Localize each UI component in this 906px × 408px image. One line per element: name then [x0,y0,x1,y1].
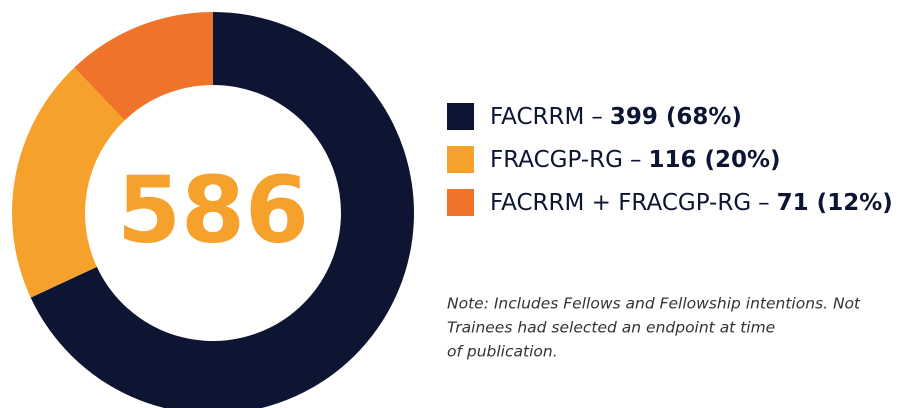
legend-separator: – [630,147,642,173]
donut-slice [74,11,213,121]
legend-separator: – [758,190,770,216]
legend-swatch [447,103,474,130]
note-line: Trainees had selected an endpoint at tim… [447,319,775,337]
donut-slice [30,12,414,408]
note-line: of publication. [447,343,558,361]
note-line: Note: Includes Fellows and Fellowship in… [447,295,861,313]
legend-value: 71 (12%) [777,190,893,216]
legend-swatch [447,146,474,173]
legend-value: 399 (68%) [610,104,742,130]
legend-entry: FRACGP-RG –116 (20%) [490,147,781,173]
legend-entry: FACRRM –399 (68%) [490,104,742,130]
legend-name: FRACGP-RG [490,147,623,173]
total-label: 586 [117,156,309,263]
legend-name: FACRRM [490,104,584,130]
legend-name: FACRRM + FRACGP-RG [490,190,751,216]
legend-separator: – [591,104,603,130]
legend-swatch [447,189,474,216]
donut-slice [12,67,125,298]
legend-entry: FACRRM + FRACGP-RG –71 (12%) [490,190,893,216]
legend-value: 116 (20%) [648,147,780,173]
